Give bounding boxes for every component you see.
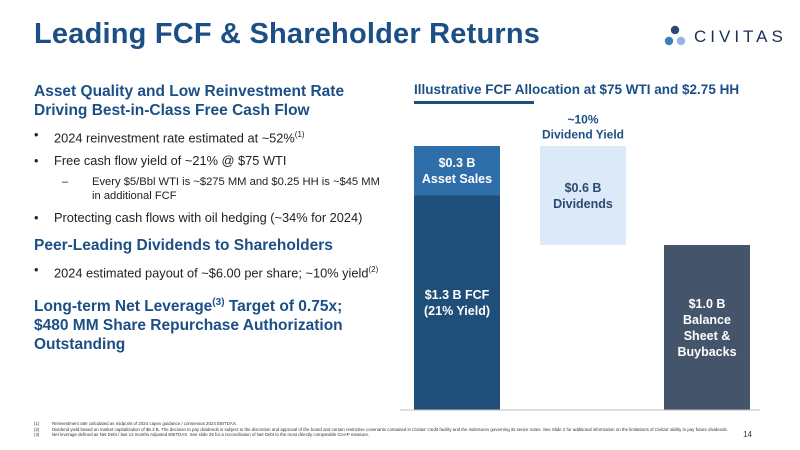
bullet-reinvestment-rate: • 2024 reinvestment rate estimated at ~5…: [34, 127, 380, 146]
bullet-fcf-yield: • Free cash flow yield of ~21% @ $75 WTI: [34, 153, 380, 169]
bullet-text: 2024 estimated payout of ~$6.00 per shar…: [54, 265, 369, 281]
bar-balance-sheet-buybacks: [664, 245, 750, 410]
footnote-ref: (2): [368, 265, 379, 275]
company-logo: CIVITAS: [662, 24, 787, 50]
bar-label-fcf: $1.3 B FCF (21% Yield): [424, 288, 490, 318]
bar-fcf: [414, 195, 500, 410]
logo-text: CIVITAS: [694, 27, 787, 46]
page-number: 14: [743, 430, 752, 439]
sub-bullet-text: Every $5/Bbl WTI is ~$275 MM and $0.25 H…: [92, 176, 380, 203]
footnote: (1) Reinvestment rate calculated as midpo…: [34, 421, 734, 427]
bullet-icon: •: [34, 127, 39, 142]
bullet-text: Free cash flow yield of ~21% @ $75 WTI: [54, 153, 287, 169]
bullet-hedging: • Protecting cash flows with oil hedging…: [34, 210, 380, 226]
footnote-text: Net leverage defined as Net Debt / last …: [52, 432, 370, 438]
footnote: (3) Net leverage defined as Net Debt / la…: [34, 432, 734, 438]
heading-dividends: Peer-Leading Dividends to Shareholders: [34, 237, 333, 255]
bullet-payout: • 2024 estimated payout of ~$6.00 per sh…: [34, 262, 380, 281]
heading-leverage-b: Target of 0.75x; $480 MM Share Repurchas…: [34, 297, 343, 353]
footnote-ref: (1): [294, 130, 305, 139]
fcf-allocation-chart: $1.3 B FCF (21% Yield) $0.3 B Asset Sales $0…: [400, 113, 760, 411]
footnote-text: Reinvestment rate calculated as midpoint…: [52, 421, 238, 426]
bar-label-asset-sales: $0.3 B Asset Sales: [422, 156, 492, 186]
bar-asset-sales: [414, 146, 500, 196]
bullet-icon: •: [34, 262, 39, 278]
footnotes: (1) Reinvestment rate calculated as midpo…: [34, 421, 734, 438]
chart-title-underline: [414, 101, 534, 104]
bullet-text: Protecting cash flows with oil hedging (…: [54, 210, 363, 226]
bullet-text: 2024 reinvestment rate estimated at ~52%: [54, 130, 295, 146]
civitas-logo-icon: [664, 25, 686, 46]
sub-bullet-sensitivity: – Every $5/Bbl WTI is ~$275 MM and $0.25…: [62, 175, 380, 203]
bar-dividends: [540, 146, 626, 245]
bullet-icon: •: [34, 210, 39, 226]
dividend-yield-annotation: ~10% Dividend Yield: [542, 113, 624, 142]
footnote-number: (1): [34, 421, 40, 426]
footnote-number: (3): [34, 432, 40, 438]
footnote-text: Dividend yield based on market capitaliz…: [52, 426, 728, 432]
heading-leverage-a: Long-term Net Leverage: [34, 297, 213, 315]
dash-icon: –: [62, 176, 69, 189]
page-title: Leading FCF & Shareholder Returns: [34, 18, 541, 50]
bar-label-balance-sheet-buybacks: $1.0 B Balance Sheet & Buybacks: [677, 297, 736, 359]
footnote-ref: (3): [212, 296, 225, 308]
footnote: (2) Dividend yield based on market capita…: [34, 427, 734, 433]
bar-label-dividends: $0.6 B Dividends: [553, 181, 613, 211]
bullet-icon: •: [34, 153, 39, 169]
heading-leverage: Long-term Net Leverage(3) Target of 0.75…: [34, 293, 380, 354]
left-panel: Asset Quality and Low Reinvestment Rate …: [34, 82, 380, 354]
heading-asset-quality: Asset Quality and Low Reinvestment Rate …: [34, 83, 345, 119]
footnote-number: (2): [34, 426, 40, 432]
chart-title: Illustrative FCF Allocation at $75 WTI a…: [414, 82, 740, 97]
